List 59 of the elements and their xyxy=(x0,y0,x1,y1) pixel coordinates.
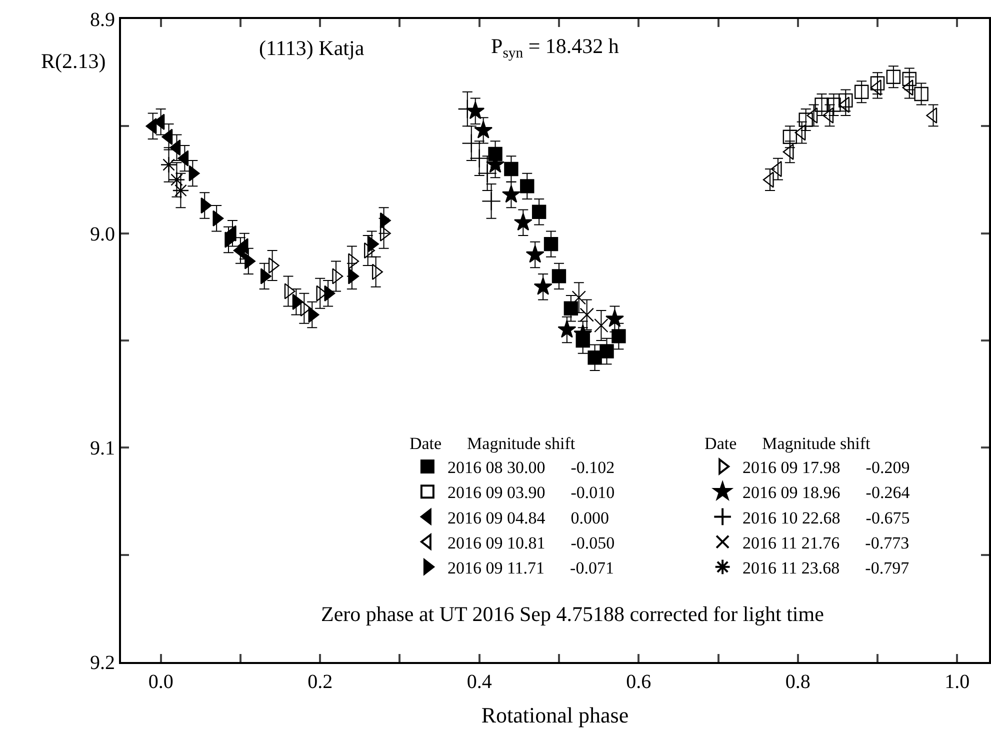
x-axis-title: Rotational phase xyxy=(481,702,629,728)
legend-label: 2016 10 22.68 -0.675 xyxy=(742,508,910,528)
x-tick-label: 0.4 xyxy=(466,671,492,693)
point xyxy=(526,245,544,263)
point xyxy=(502,185,520,203)
x-tick-label: 0.2 xyxy=(308,671,333,693)
y-tick-label: 9.1 xyxy=(90,438,115,460)
text: Date Magnitude shift xyxy=(704,434,870,453)
point xyxy=(826,98,841,112)
annotation: Zero phase at UT 2016 Sep 4.75188 corrected for light time xyxy=(321,602,824,626)
point xyxy=(520,179,534,194)
legend-label: 2016 09 03.90 -0.010 xyxy=(447,483,615,502)
point xyxy=(605,309,624,328)
point xyxy=(534,277,552,295)
point xyxy=(580,308,594,322)
point xyxy=(854,84,869,99)
x-tick-label: 0.0 xyxy=(148,671,174,693)
point xyxy=(474,120,493,138)
y-tick-label: 8.9 xyxy=(90,9,115,31)
point xyxy=(552,269,566,284)
point xyxy=(504,162,518,176)
legend-label: 2016 08 30.00 -0.102 xyxy=(447,458,615,478)
point xyxy=(558,320,576,338)
legend-label: 2016 09 04.84 0.000 xyxy=(447,508,609,528)
point xyxy=(886,70,901,84)
point xyxy=(814,98,829,112)
y-tick-label: 9.0 xyxy=(90,223,115,246)
point xyxy=(612,329,626,344)
point xyxy=(600,344,614,358)
x-tick-label: 0.6 xyxy=(626,671,652,693)
y-axis-title: R(2.13) xyxy=(41,49,106,73)
legend-label: 2016 11 23.68 -0.797 xyxy=(742,558,910,578)
point xyxy=(482,191,501,211)
x-tick-label: 1.0 xyxy=(944,671,970,693)
legend-label: 2016 09 10.81 -0.050 xyxy=(447,533,615,552)
point xyxy=(478,164,498,184)
annotation: P$_{syn}$ = 18.432 h xyxy=(491,34,620,62)
point xyxy=(572,290,586,305)
legend-title: Date Magnitude shift xyxy=(409,434,576,453)
point xyxy=(782,130,798,144)
point xyxy=(902,72,916,86)
point xyxy=(870,76,885,90)
x-tick-label: 0.8 xyxy=(785,671,810,693)
point xyxy=(462,134,482,154)
point xyxy=(588,350,602,365)
legend-label: 2016 09 17.98 -0.209 xyxy=(742,458,910,478)
legend-label: 2016 11 21.76 -0.773 xyxy=(742,533,910,552)
point xyxy=(914,86,928,102)
point xyxy=(532,204,546,219)
point xyxy=(470,148,490,168)
legend-label: 2016 09 18.96 -0.264 xyxy=(742,483,910,502)
point xyxy=(514,212,532,231)
point xyxy=(798,112,813,127)
point xyxy=(544,236,558,252)
point xyxy=(564,301,578,316)
point xyxy=(838,93,853,108)
annotation: (1113) Katja xyxy=(259,36,365,60)
y-tick-label: 9.2 xyxy=(90,652,115,674)
legend-label: 2016 09 11.71 -0.071 xyxy=(447,558,614,578)
